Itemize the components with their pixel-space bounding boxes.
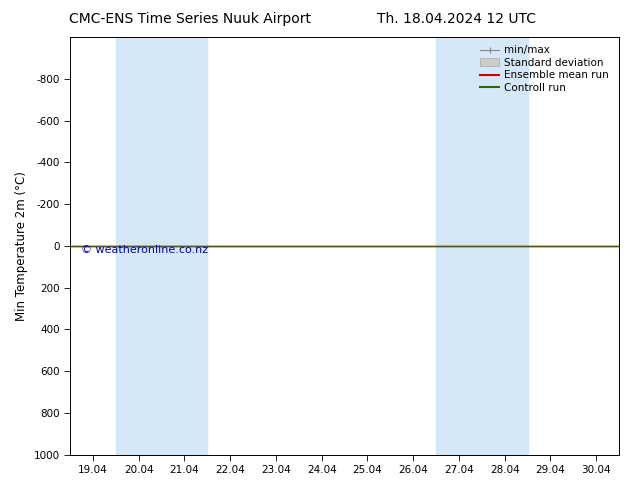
Text: © weatheronline.co.nz: © weatheronline.co.nz xyxy=(81,245,208,255)
Legend: min/max, Standard deviation, Ensemble mean run, Controll run: min/max, Standard deviation, Ensemble me… xyxy=(478,43,611,95)
Bar xyxy=(436,37,527,455)
Text: Th. 18.04.2024 12 UTC: Th. 18.04.2024 12 UTC xyxy=(377,12,536,26)
Y-axis label: Min Temperature 2m (°C): Min Temperature 2m (°C) xyxy=(15,171,28,321)
Text: CMC-ENS Time Series Nuuk Airport: CMC-ENS Time Series Nuuk Airport xyxy=(69,12,311,26)
Bar xyxy=(116,37,207,455)
